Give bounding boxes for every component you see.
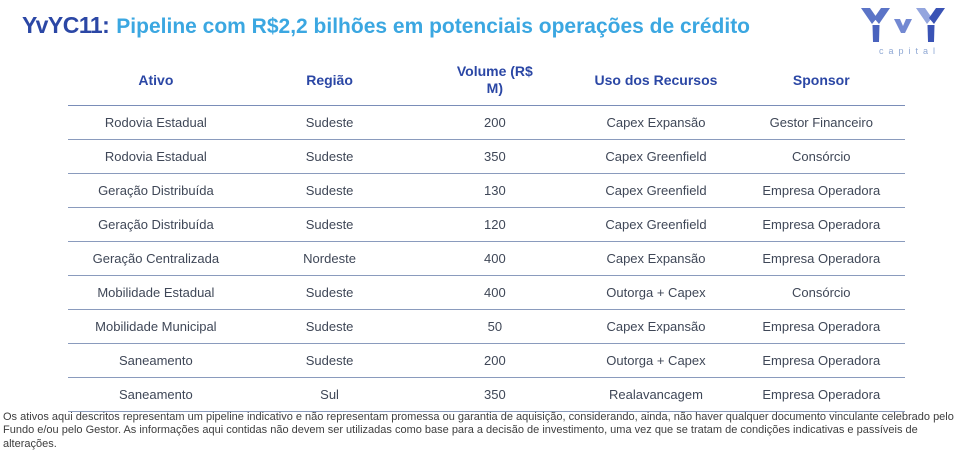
table-cell: Sudeste [243,343,416,378]
pipeline-table-body: Rodovia Estadual Sudeste 200 Capex Expansão… [68,105,905,412]
column-header-ativo: Ativo [68,62,244,106]
disclaimer-text: Os ativos aqui descritos representam um … [3,410,954,450]
table-cell: 400 [415,241,575,276]
table-cell: Sudeste [243,275,416,310]
table-row: Geração Centralizada Nordeste 400 Capex Exp… [68,241,905,276]
table-cell: Empresa Operadora [737,377,905,412]
yvy-capital-logo: capital [857,8,957,56]
column-header-sponsor: Sponsor [737,62,905,106]
table-cell: 400 [415,275,575,310]
table-cell: Outorga + Capex [574,275,738,310]
logo-subtext: capital [878,46,940,56]
table-cell: Capex Expansão [574,309,738,344]
column-header-label: Ativo [138,72,174,89]
page-title-text: Pipeline com R$2,2 bilhões em potenciais… [116,15,751,38]
pipeline-table-header: Ativo Região Volume (R$ M) Uso dos Recur… [68,62,905,106]
table-cell: 50 [415,309,575,344]
table-row: Mobilidade Municipal Sudeste 50 Capex Expan… [68,309,905,344]
table-cell: Empresa Operadora [737,173,905,208]
table-cell: Sudeste [243,309,416,344]
table-cell: Sudeste [243,173,416,208]
table-cell: 130 [415,173,575,208]
table-cell: Rodovia Estadual [68,139,244,174]
pipeline-table: Ativo Região Volume (R$ M) Uso dos Recur… [68,62,905,412]
table-cell: Empresa Operadora [737,309,905,344]
table-cell: Realavancagem [574,377,738,412]
column-header-label: Uso dos Recursos [594,72,718,89]
table-cell: Capex Greenfield [574,173,738,208]
table-cell: Gestor Financeiro [737,105,905,140]
table-cell: Sudeste [243,139,416,174]
table-cell: Saneamento [68,377,244,412]
table-cell: Sudeste [243,207,416,242]
header-row: Ativo Região Volume (R$ M) Uso dos Recur… [68,62,905,106]
table-cell: Empresa Operadora [737,343,905,378]
table-cell: Mobilidade Municipal [68,309,244,344]
table-cell: Outorga + Capex [574,343,738,378]
table-cell: 200 [415,343,575,378]
table-cell: Capex Expansão [574,105,738,140]
table-cell: 200 [415,105,575,140]
table-row: Mobilidade Estadual Sudeste 400 Outorga + C… [68,275,905,310]
table-row: Saneamento Sudeste 200 Outorga + Capex Empre… [68,343,905,378]
table-cell: Geração Distribuída [68,207,244,242]
table-cell: 120 [415,207,575,242]
table-cell: Empresa Operadora [737,207,905,242]
table-row: Geração Distribuída Sudeste 120 Capex Green… [68,207,905,242]
column-header-label: Região [306,72,353,89]
table-row: Rodovia Estadual Sudeste 200 Capex Expansão… [68,105,905,140]
column-header-volume: Volume (R$ M) [415,62,575,106]
table-cell: Capex Expansão [574,241,738,276]
table-cell: Sul [243,377,416,412]
table-row: Rodovia Estadual Sudeste 350 Capex Greenfie… [68,139,905,174]
table-cell: Geração Centralizada [68,241,244,276]
table-row: Geração Distribuída Sudeste 130 Capex Green… [68,173,905,208]
column-header-uso-dos-recursos: Uso dos Recursos [574,62,738,106]
fund-ticker: YvYC11: [22,12,110,38]
table-cell: Geração Distribuída [68,173,244,208]
table-cell: Consórcio [737,275,905,310]
table-cell: 350 [415,377,575,412]
table-cell: Consórcio [737,139,905,174]
table-cell: Nordeste [243,241,416,276]
table-row: Saneamento Sul 350 Realavancagem Empresa Ope… [68,377,905,412]
column-header-regiao: Região [243,62,416,106]
table-cell: Capex Greenfield [574,207,738,242]
table-cell: Saneamento [68,343,244,378]
page-title: YvYC11: Pipeline com R$2,2 bilhões em pot… [22,12,845,39]
table-cell: 350 [415,139,575,174]
yvy-wordmark-icon [861,8,945,42]
column-header-label: Sponsor [792,72,850,89]
table-cell: Capex Greenfield [574,139,738,174]
table-cell: Sudeste [243,105,416,140]
table-cell: Empresa Operadora [737,241,905,276]
table-cell: Mobilidade Estadual [68,275,244,310]
table-cell: Rodovia Estadual [68,105,244,140]
column-header-label: Volume (R$ M) [456,62,533,97]
